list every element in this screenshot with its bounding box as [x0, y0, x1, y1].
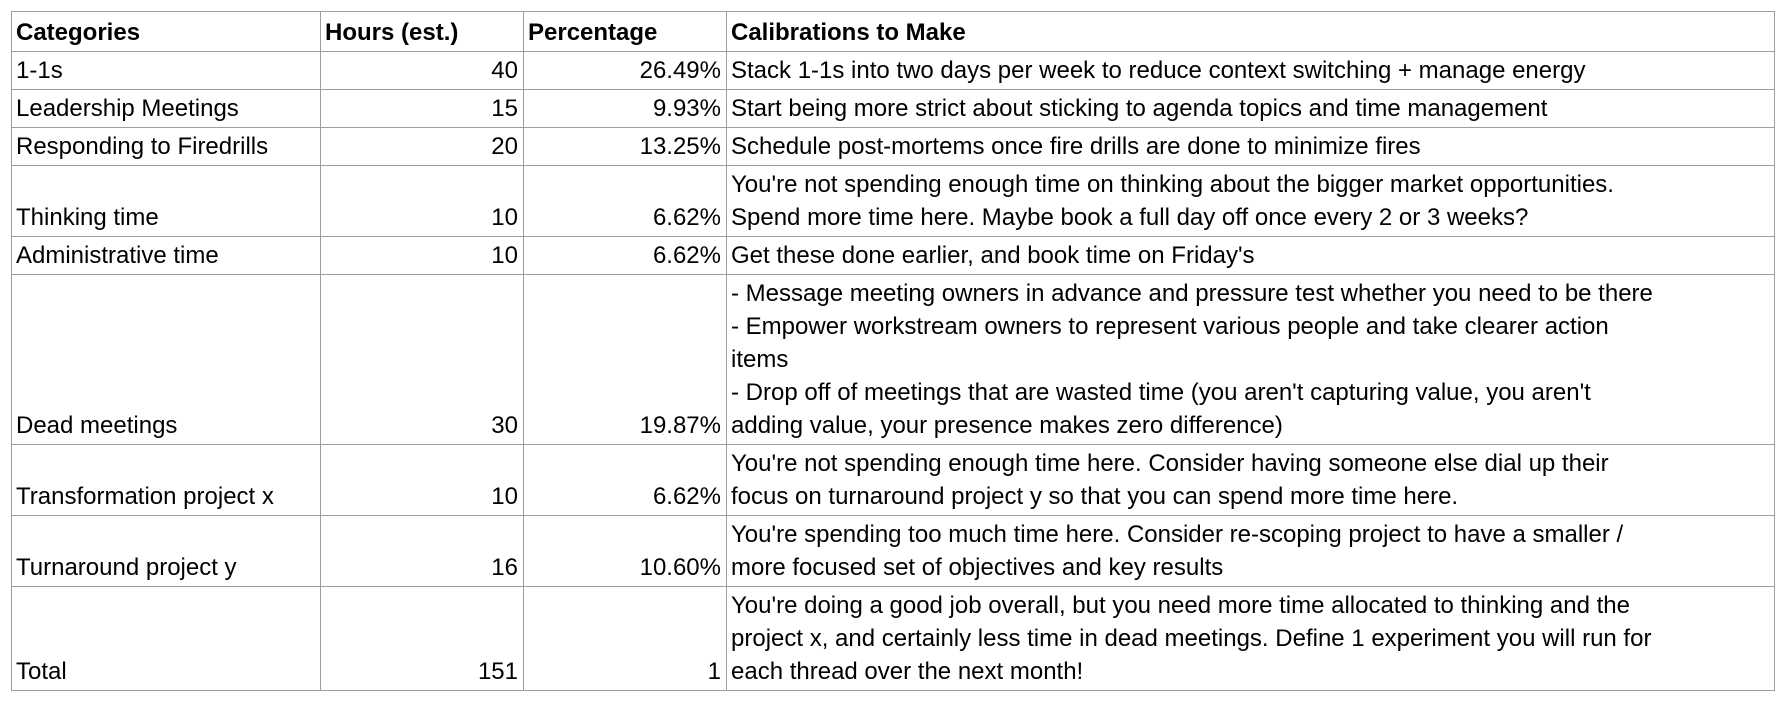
category-cell[interactable]: Responding to Firedrills [11, 127, 321, 166]
total-row: Total 151 1 You're doing a good job over… [11, 586, 1775, 691]
hours-cell[interactable]: 20 [320, 127, 524, 166]
category-cell[interactable]: Dead meetings [11, 274, 321, 445]
percentage-cell[interactable]: 19.87% [523, 274, 727, 445]
calibration-table: Categories Hours (est.) Percentage Calib… [11, 11, 1775, 691]
hours-cell[interactable]: 16 [320, 515, 524, 587]
category-cell[interactable]: Transformation project x [11, 444, 321, 516]
hours-cell[interactable]: 10 [320, 165, 524, 237]
hours-cell[interactable]: 151 [320, 586, 524, 691]
header-categories[interactable]: Categories [11, 11, 321, 52]
table-row: Turnaround project y 16 10.60% You're sp… [11, 515, 1775, 587]
table-row: Dead meetings 30 19.87% - Message meetin… [11, 274, 1775, 445]
percentage-cell[interactable]: 13.25% [523, 127, 727, 166]
percentage-cell[interactable]: 26.49% [523, 51, 727, 90]
table-row: Thinking time 10 6.62% You're not spendi… [11, 165, 1775, 237]
percentage-cell[interactable]: 10.60% [523, 515, 727, 587]
percentage-cell[interactable]: 9.93% [523, 89, 727, 128]
hours-cell[interactable]: 15 [320, 89, 524, 128]
category-cell[interactable]: Administrative time [11, 236, 321, 275]
calibration-cell[interactable]: You're not spending enough time on think… [726, 165, 1775, 237]
calibration-cell[interactable]: Start being more strict about sticking t… [726, 89, 1775, 128]
category-cell[interactable]: Leadership Meetings [11, 89, 321, 128]
calibration-cell[interactable]: Schedule post-mortems once fire drills a… [726, 127, 1775, 166]
percentage-cell[interactable]: 6.62% [523, 444, 727, 516]
calibration-cell[interactable]: Get these done earlier, and book time on… [726, 236, 1775, 275]
table-row: Responding to Firedrills 20 13.25% Sched… [11, 127, 1775, 166]
calibration-cell[interactable]: - Message meeting owners in advance and … [726, 274, 1775, 445]
percentage-cell[interactable]: 1 [523, 586, 727, 691]
percentage-cell[interactable]: 6.62% [523, 165, 727, 237]
hours-cell[interactable]: 10 [320, 236, 524, 275]
category-cell[interactable]: Turnaround project y [11, 515, 321, 587]
category-cell[interactable]: 1-1s [11, 51, 321, 90]
table-row: Administrative time 10 6.62% Get these d… [11, 236, 1775, 275]
hours-cell[interactable]: 40 [320, 51, 524, 90]
percentage-cell[interactable]: 6.62% [523, 236, 727, 275]
calibration-cell[interactable]: You're spending too much time here. Cons… [726, 515, 1775, 587]
table-row: 1-1s 40 26.49% Stack 1-1s into two days … [11, 51, 1775, 90]
table-row: Leadership Meetings 15 9.93% Start being… [11, 89, 1775, 128]
calibration-cell[interactable]: You're not spending enough time here. Co… [726, 444, 1775, 516]
category-cell[interactable]: Total [11, 586, 321, 691]
calibration-cell[interactable]: You're doing a good job overall, but you… [726, 586, 1775, 691]
table-row: Transformation project x 10 6.62% You're… [11, 444, 1775, 516]
hours-cell[interactable]: 30 [320, 274, 524, 445]
header-row: Categories Hours (est.) Percentage Calib… [11, 11, 1775, 52]
header-calibrations[interactable]: Calibrations to Make [726, 11, 1775, 52]
category-cell[interactable]: Thinking time [11, 165, 321, 237]
hours-cell[interactable]: 10 [320, 444, 524, 516]
calibration-cell[interactable]: Stack 1-1s into two days per week to red… [726, 51, 1775, 90]
header-hours[interactable]: Hours (est.) [320, 11, 524, 52]
header-percentage[interactable]: Percentage [523, 11, 727, 52]
